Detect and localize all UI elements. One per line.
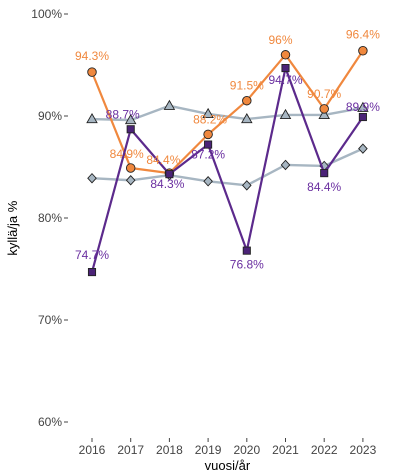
series-layer <box>87 46 368 275</box>
data-label: 76.8% <box>230 258 264 272</box>
y-axis-title: kyllä/ja % <box>5 200 20 255</box>
data-label: 84.4% <box>307 180 341 194</box>
data-label: 84.9% <box>110 147 144 161</box>
data-point-diamond <box>204 177 212 186</box>
data-label: 74.7% <box>75 248 109 262</box>
x-axis-ticks: 2016 2017 2018 2019 2020 2021 2022 2023 <box>79 438 377 457</box>
data-label: 91.5% <box>230 79 264 93</box>
data-point-diamond <box>243 181 251 190</box>
data-point-circle <box>359 46 368 55</box>
data-labels: 94.3%84.9% 84.4%88.2%91.5%96%90.7%96.4%74… <box>75 28 380 272</box>
y-tick-label: 100% <box>31 7 62 21</box>
data-point-circle <box>88 68 97 77</box>
x-axis-title: vuosi/år <box>205 458 251 473</box>
data-point-diamond <box>127 176 135 185</box>
x-tick-label: 2021 <box>272 443 299 457</box>
data-label: 94.7% <box>268 73 302 87</box>
y-axis-ticks: 60% 70% 80% 90% 100% <box>31 7 68 429</box>
data-label: 96% <box>268 33 292 47</box>
data-label: 96.4% <box>346 28 380 42</box>
data-point-diamond <box>281 160 289 169</box>
x-tick-label: 2016 <box>79 443 106 457</box>
data-point-square <box>282 64 289 71</box>
y-tick-label: 90% <box>38 109 62 123</box>
data-label: 88.2% <box>193 112 227 126</box>
x-tick-label: 2020 <box>233 443 260 457</box>
data-point-circle <box>126 164 135 173</box>
data-point-circle <box>281 51 290 60</box>
data-point-circle <box>243 96 252 105</box>
data-point-diamond <box>359 144 367 153</box>
data-label: 94.3% <box>75 49 109 63</box>
data-label: 87.2% <box>191 148 225 162</box>
data-point-square <box>88 268 95 275</box>
x-tick-label: 2017 <box>117 443 144 457</box>
x-tick-label: 2018 <box>156 443 183 457</box>
data-label: 84.4% <box>146 153 180 167</box>
data-point-square <box>243 247 250 254</box>
data-point-diamond <box>88 174 96 183</box>
data-point-circle <box>320 105 329 114</box>
data-point-circle <box>204 130 213 139</box>
data-point-square <box>359 113 366 120</box>
x-tick-label: 2022 <box>311 443 338 457</box>
y-tick-label: 70% <box>38 313 62 327</box>
data-point-triangle <box>164 101 174 110</box>
data-label: 89.9% <box>346 100 380 114</box>
data-label: 84.3% <box>150 177 184 191</box>
y-tick-label: 60% <box>38 415 62 429</box>
data-label: 90.7% <box>307 87 341 101</box>
data-point-square <box>321 170 328 177</box>
x-tick-label: 2023 <box>350 443 377 457</box>
data-point-square <box>127 126 134 133</box>
y-tick-label: 80% <box>38 211 62 225</box>
x-tick-label: 2019 <box>195 443 222 457</box>
data-label: 88.7% <box>106 107 140 121</box>
